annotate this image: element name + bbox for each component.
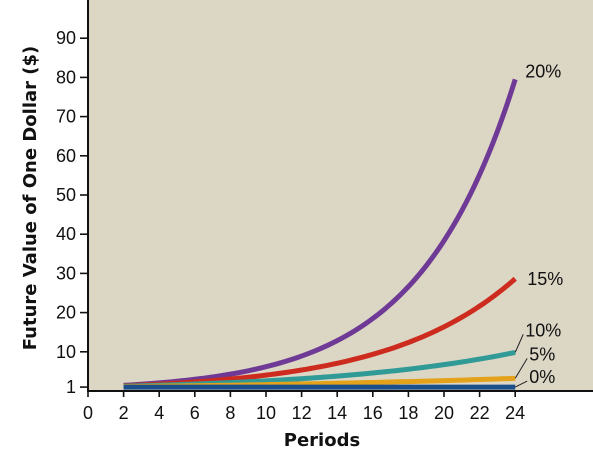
- x-tick-label: 18: [398, 403, 418, 423]
- y-axis-ticks: 1 10 20 30 40 50 60 70 80 90: [56, 28, 88, 397]
- y-tick-label: 80: [56, 67, 76, 87]
- y-tick-label: 90: [56, 28, 76, 48]
- x-tick-label: 20: [434, 403, 454, 423]
- y-tick-label: 50: [56, 185, 76, 205]
- leader-line-10pct: [514, 334, 524, 353]
- x-tick-label: 14: [327, 403, 347, 423]
- x-tick-label: 24: [505, 403, 525, 423]
- x-tick-label: 4: [154, 403, 164, 423]
- plot-background: [88, 0, 593, 391]
- series-label-20pct: 20%: [525, 61, 561, 81]
- x-tick-label: 0: [83, 403, 93, 423]
- x-tick-label: 10: [256, 403, 276, 423]
- x-tick-label: 6: [190, 403, 200, 423]
- x-tick-label: 22: [470, 403, 490, 423]
- y-tick-label: 70: [56, 107, 76, 127]
- leader-line-0pct: [514, 380, 528, 388]
- y-tick-label: 10: [56, 342, 76, 362]
- series-label-15pct: 15%: [527, 269, 563, 289]
- y-tick-label: 60: [56, 146, 76, 166]
- y-tick-label: 30: [56, 263, 76, 283]
- x-axis-title: Periods: [284, 430, 360, 451]
- series-label-10pct: 10%: [525, 320, 561, 340]
- series-label-5pct: 5%: [529, 344, 555, 364]
- y-axis-title: Future Value of One Dollar ($): [20, 46, 41, 351]
- x-tick-label: 8: [225, 403, 235, 423]
- y-tick-label: 1: [66, 377, 76, 397]
- x-axis-ticks: 0 2 4 6 8 10 12 14 16 18 20 22 24: [83, 391, 525, 423]
- series-lines: [123, 78, 518, 390]
- x-tick-label: 16: [363, 403, 383, 423]
- x-tick-label: 2: [119, 403, 129, 423]
- x-tick-label: 12: [292, 403, 312, 423]
- y-tick-label: 20: [56, 303, 76, 323]
- series-labels: 0% 5% 10% 15% 20%: [514, 61, 563, 388]
- y-tick-label: 40: [56, 224, 76, 244]
- series-label-0pct: 0%: [529, 367, 555, 387]
- leader-line-5pct: [514, 358, 528, 379]
